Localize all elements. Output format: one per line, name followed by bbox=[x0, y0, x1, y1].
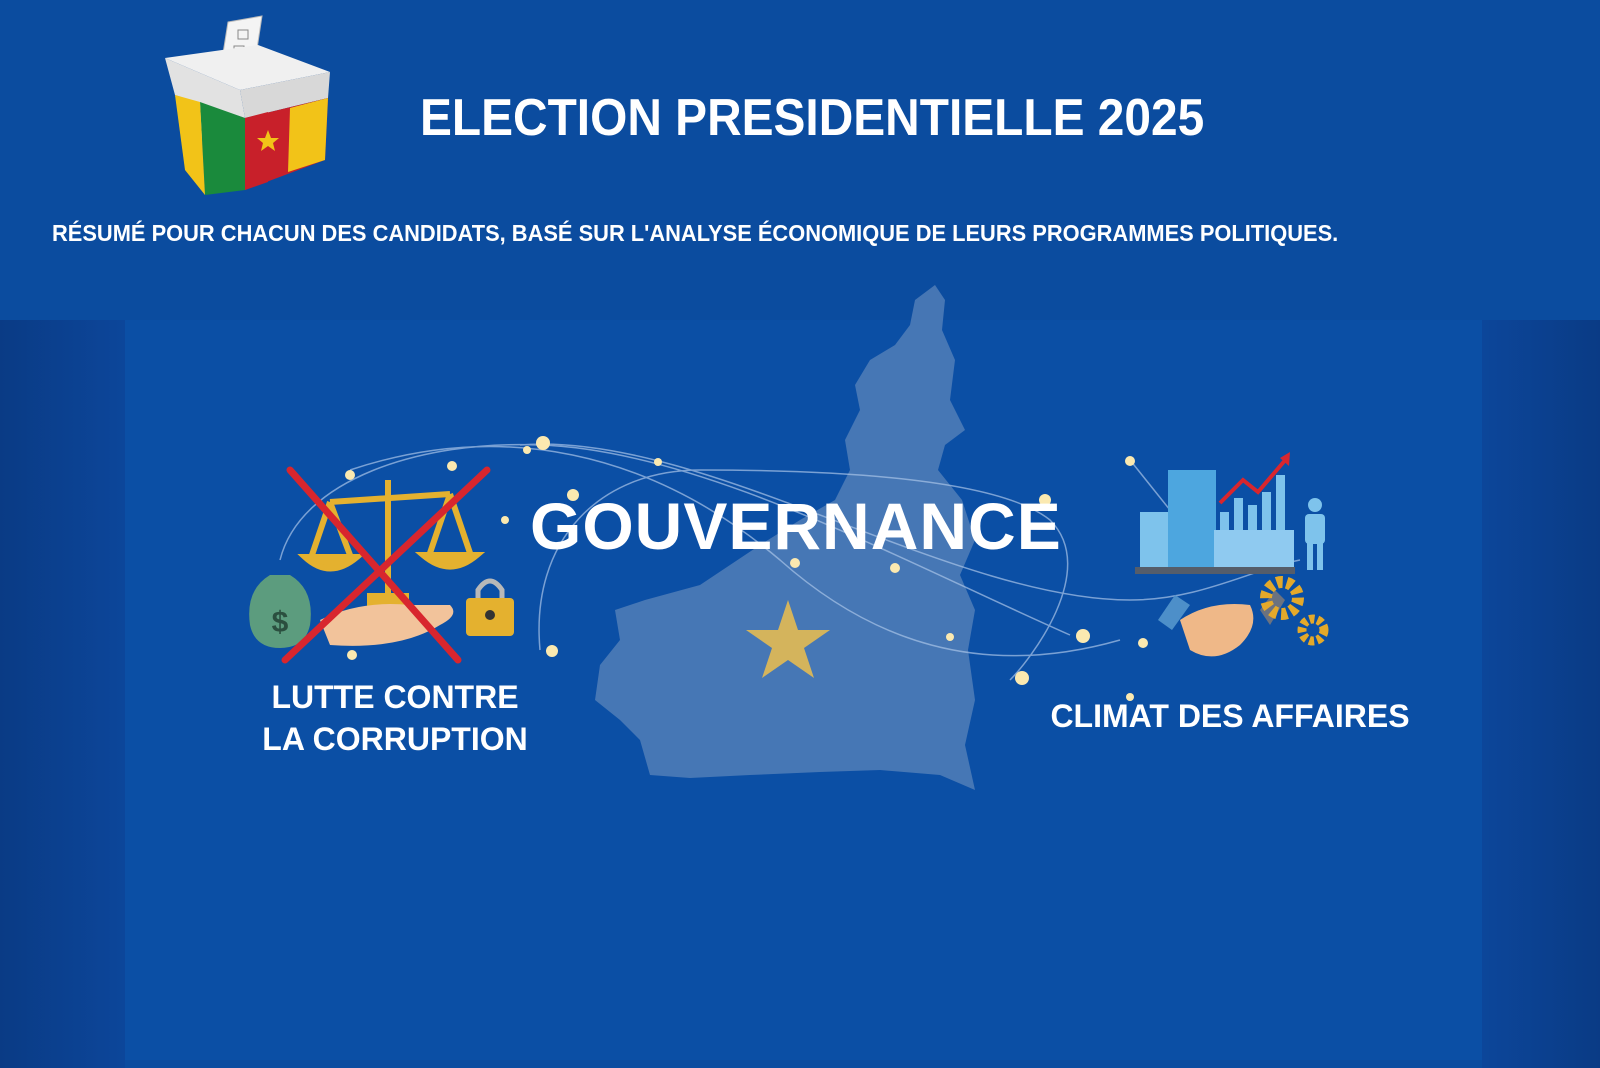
right-topic-label: CLIMAT DES AFFAIRES bbox=[1050, 698, 1410, 734]
bar-chart-icon bbox=[1218, 452, 1290, 530]
padlock-icon bbox=[466, 578, 514, 636]
theme-heading: GOUVERNANCE bbox=[530, 489, 1062, 563]
cross-icon bbox=[281, 466, 491, 664]
star-icon bbox=[746, 600, 830, 678]
businessman-icon bbox=[1305, 498, 1325, 570]
left-topic-label: LUTTE CONTRE LA CORRUPTION bbox=[240, 676, 550, 760]
left-side-band bbox=[0, 320, 125, 1068]
gears-icon bbox=[1260, 576, 1329, 646]
ballot-box-icon bbox=[165, 15, 330, 195]
page-subtitle: RÉSUMÉ POUR CHACUN DES CANDIDATS, BASÉ S… bbox=[52, 220, 1339, 246]
network-nodes bbox=[345, 436, 1148, 701]
money-bag-icon: $ bbox=[249, 575, 311, 648]
buildings-icon bbox=[1135, 470, 1295, 574]
svg-text:$: $ bbox=[272, 606, 289, 639]
network-lines bbox=[279, 443, 1301, 681]
cameroon-map-icon bbox=[595, 285, 975, 790]
page-title: ELECTION PRESIDENTIELLE 2025 bbox=[420, 89, 1205, 147]
left-topic-line2: LA CORRUPTION bbox=[262, 721, 528, 757]
left-topic-line1: LUTTE CONTRE bbox=[271, 679, 519, 715]
right-side-band bbox=[1482, 320, 1600, 1068]
handshake-icon bbox=[1158, 590, 1285, 657]
scales-of-justice-icon bbox=[297, 480, 486, 609]
